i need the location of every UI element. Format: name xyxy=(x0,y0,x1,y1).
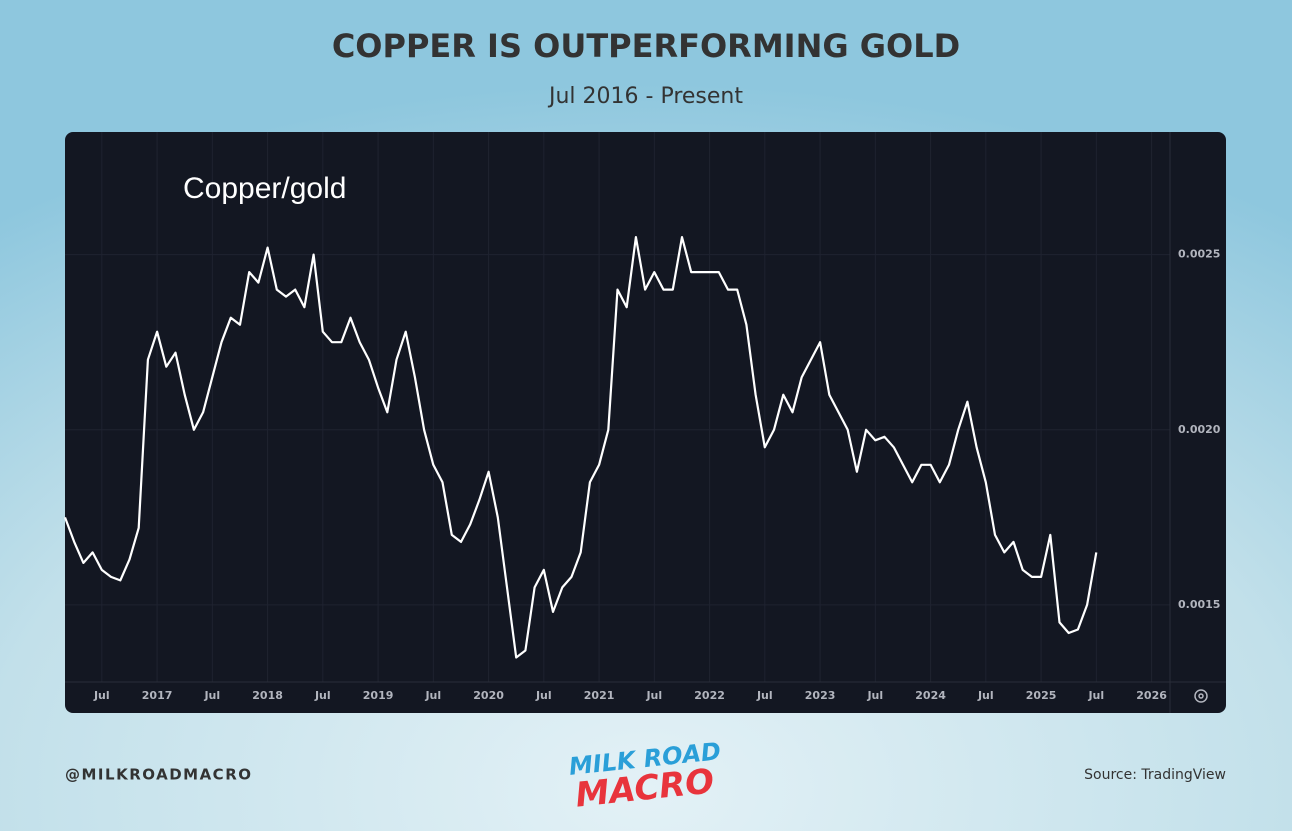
series-label: Copper/gold xyxy=(183,172,346,205)
x-tick-label: 2018 xyxy=(252,689,283,702)
y-tick-label: 0.0025 xyxy=(1178,248,1220,261)
chart-panel xyxy=(65,132,1226,713)
x-tick-label: Jul xyxy=(756,689,773,702)
x-tick-label: 2023 xyxy=(805,689,836,702)
plot: Jul 2017 Jul 2018 Jul 2019 Jul 2020 Jul 2021 Jul 20… xyxy=(63,132,1226,713)
x-tick-label: Jul xyxy=(535,689,552,702)
x-tick-label: Jul xyxy=(1087,689,1104,702)
x-tick-label: Jul xyxy=(203,689,220,702)
title: COPPER IS OUTPERFORMING GOLD xyxy=(332,27,960,65)
subtitle: Jul 2016 - Present xyxy=(547,84,743,109)
x-tick-label: 2019 xyxy=(363,689,394,702)
settings-icon xyxy=(1194,689,1208,703)
x-tick-label: 2024 xyxy=(915,689,946,702)
x-tick-label: 2021 xyxy=(584,689,615,702)
y-tick-label: 0.0015 xyxy=(1178,598,1220,611)
x-tick-label: Jul xyxy=(314,689,331,702)
y-tick-label: 0.0020 xyxy=(1178,423,1221,436)
x-tick-label: 2025 xyxy=(1026,689,1057,702)
x-tick-label: 2022 xyxy=(694,689,725,702)
x-tick-label: Jul xyxy=(93,689,110,702)
x-tick-label: Jul xyxy=(866,689,883,702)
x-tick-label: 2026 xyxy=(1136,689,1167,702)
x-tick-label: 2017 xyxy=(142,689,173,702)
x-tick-label: 2020 xyxy=(473,689,504,702)
x-tick-label: Jul xyxy=(645,689,662,702)
series-line xyxy=(63,236,1098,659)
source: Source: TradingView xyxy=(1084,767,1226,783)
x-tick-label: Jul xyxy=(977,689,994,702)
x-tick-label: Jul xyxy=(424,689,441,702)
handle: @MILKROADMACRO xyxy=(65,766,253,784)
